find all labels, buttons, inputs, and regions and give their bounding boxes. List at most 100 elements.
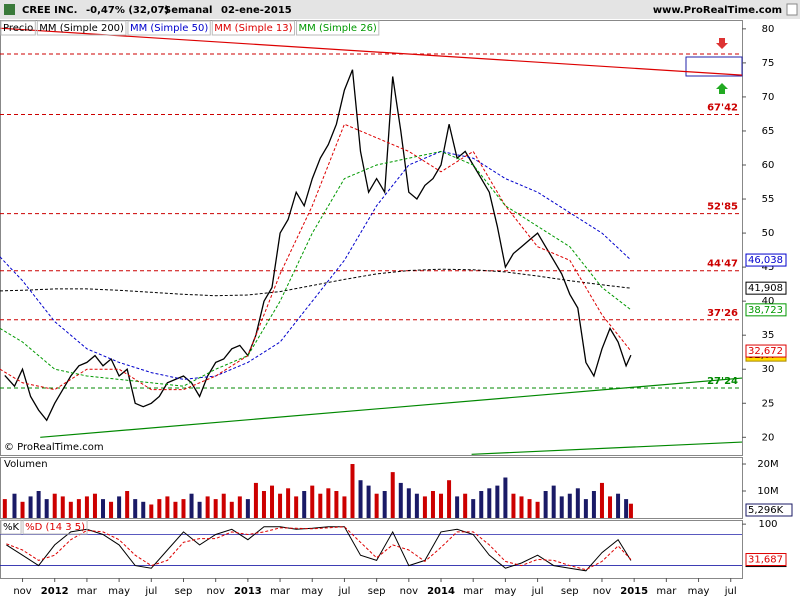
legend-box [296, 20, 380, 36]
x-tick-label: sep [175, 586, 193, 597]
legend-box [211, 20, 296, 36]
volume-bar [624, 499, 629, 518]
volume-bar [213, 499, 218, 518]
volume-bar [229, 501, 234, 518]
x-tick-label: may [494, 586, 516, 597]
volume-bar [44, 499, 49, 518]
volume-bar [455, 496, 460, 518]
legend-box [127, 20, 211, 36]
volume-bar [245, 499, 250, 518]
series-line [0, 268, 631, 297]
volume-bar [616, 493, 621, 518]
alert-box[interactable] [685, 56, 743, 77]
volume-bar [189, 493, 194, 518]
volume-bar [599, 482, 604, 518]
volume-bar [20, 501, 25, 518]
date: 02-ene-2015 [221, 5, 292, 16]
volume-bar [358, 480, 363, 518]
close-button[interactable] [786, 3, 798, 16]
volume-bar [2, 499, 7, 518]
x-tick-label: 2013 [234, 586, 262, 597]
series-line [6, 526, 632, 571]
x-tick-label: mar [270, 586, 291, 597]
volume-bar [278, 493, 283, 518]
volume-bar [471, 499, 476, 518]
volume-bar [101, 499, 106, 518]
legend-entry: %D (14 3 5) [25, 522, 85, 533]
volume-bar [92, 493, 97, 518]
level-label: 52'85 [707, 202, 738, 213]
last-value-box [745, 303, 787, 317]
trendline [471, 441, 743, 455]
x-tick-label: may [688, 586, 710, 597]
legend-box [36, 20, 127, 36]
copyright: © ProRealTime.com [4, 442, 104, 453]
x-tick-label: 2014 [427, 586, 455, 597]
y-tick-label: 80 [762, 24, 775, 35]
volume-bar [60, 496, 65, 518]
volume-bar [270, 485, 275, 518]
x-tick-label: 2015 [620, 586, 648, 597]
volume-bar [197, 501, 202, 518]
series-line [4, 69, 632, 422]
series-line [0, 123, 632, 391]
x-tick-label: nov [593, 586, 611, 597]
volume-bar [294, 496, 299, 518]
volume-bar [463, 493, 468, 518]
x-tick-label: may [301, 586, 323, 597]
volume-bar [382, 491, 387, 518]
volume-bar [543, 491, 548, 518]
volume-bar [181, 499, 186, 518]
series-line [6, 526, 632, 572]
level-label: 27'24 [707, 376, 738, 387]
volume-bar [487, 488, 492, 518]
x-tick-label: nov [206, 586, 224, 597]
legend-entry: MM (Simple 13) [214, 23, 292, 34]
level-label: 67'42 [707, 102, 738, 113]
volume-bar [36, 491, 41, 518]
volume-bar [350, 464, 355, 518]
legend-box [22, 519, 88, 535]
legend-entry: MM (Simple 200) [39, 23, 124, 34]
legend-entry: MM (Simple 50) [130, 23, 208, 34]
legend-box [0, 519, 22, 535]
level-label: 44'47 [707, 259, 738, 270]
volume-bar [149, 504, 154, 518]
x-tick-label: jul [531, 586, 544, 597]
site: www.ProRealTime.com [653, 5, 782, 16]
volume-bar [398, 482, 403, 518]
x-tick-label: 2012 [41, 586, 69, 597]
x-tick-label: sep [561, 586, 579, 597]
y-tick-label: 35 [762, 330, 775, 341]
volume-bar [253, 482, 258, 518]
panel-title: Volumen [4, 459, 48, 470]
change: -0,47% (32,07) [86, 5, 169, 16]
x-tick-label: may [108, 586, 130, 597]
volume-bar [591, 491, 596, 518]
volume-bar [406, 488, 411, 518]
volume-bar [302, 491, 307, 518]
volume-bar [535, 501, 540, 518]
last-value-label: 32,672 [748, 346, 783, 357]
volume-bar [286, 488, 291, 518]
y-tick-label: 100 [758, 519, 777, 530]
up-arrow [716, 83, 728, 94]
y-tick-label: 40 [762, 296, 775, 307]
series-line [0, 150, 632, 380]
y-tick-label: 65 [762, 126, 775, 137]
x-tick-label: mar [656, 586, 677, 597]
volume-bar [310, 485, 315, 518]
volume-bar [125, 491, 130, 518]
y-tick-label: 20 [762, 432, 775, 443]
volume-bar [511, 493, 516, 518]
level-label: 37'26 [707, 308, 738, 319]
volume-bar [342, 496, 347, 518]
x-tick-label: jul [337, 586, 350, 597]
volume-bar [527, 499, 532, 518]
volume-bar [414, 493, 419, 518]
x-tick-label: mar [463, 586, 484, 597]
volume-panel [0, 457, 743, 519]
volume-bar [608, 496, 613, 518]
stoch-panel [0, 520, 743, 579]
x-tick-label: sep [368, 586, 386, 597]
